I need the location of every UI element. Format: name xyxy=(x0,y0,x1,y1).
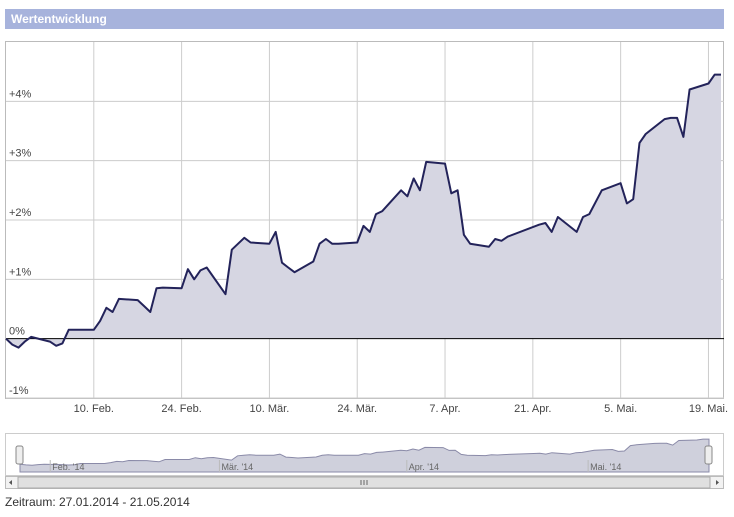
y-tick-label: +1% xyxy=(9,266,32,278)
header-bar xyxy=(5,9,724,29)
navigator-label: Mai. '14 xyxy=(590,462,621,472)
navigator-area xyxy=(19,438,710,473)
navigator: Feb. '14 Mär. '14 Apr. '14 Mai. '14 xyxy=(19,438,710,473)
x-tick-label: 19. Mai. xyxy=(689,403,728,415)
scroll-right[interactable] xyxy=(716,480,719,485)
scroll-left[interactable] xyxy=(9,480,12,485)
y-tick-label: +3% xyxy=(9,148,32,160)
x-tick-label: 5. Mai. xyxy=(604,403,637,415)
footer-text: Zeitraum: 27.01.2014 - 21.05.2014 xyxy=(5,495,190,509)
x-tick-label: 21. Apr. xyxy=(514,403,551,415)
navigator-label: Feb. '14 xyxy=(52,462,84,472)
line xyxy=(5,73,721,349)
navigator-label: Apr. '14 xyxy=(409,462,439,472)
navigator-handle-left[interactable] xyxy=(15,445,24,465)
y-tick-label: -1% xyxy=(9,385,29,397)
x-tick-label: 7. Apr. xyxy=(429,403,460,415)
x-tick-label: 10. Mär. xyxy=(250,403,290,415)
y-tick-label: 0% xyxy=(9,326,25,338)
x-tick-label: 10. Feb. xyxy=(74,403,114,415)
x-tick-label: 24. Mär. xyxy=(337,403,377,415)
x-tick-label: 24. Feb. xyxy=(161,403,201,415)
plot: 10. Feb. 24. Feb. 10. Mär. 24. Mär. 7. Apr. 2… xyxy=(5,42,728,415)
y-tick-label: +4% xyxy=(9,88,32,100)
navigator-label: Mär. '14 xyxy=(221,462,253,472)
y-tick-label: +2% xyxy=(9,207,32,219)
navigator-handle-right[interactable] xyxy=(704,445,713,465)
scrollbar-grip xyxy=(360,480,368,485)
header-title: Wertentwicklung xyxy=(11,12,107,26)
